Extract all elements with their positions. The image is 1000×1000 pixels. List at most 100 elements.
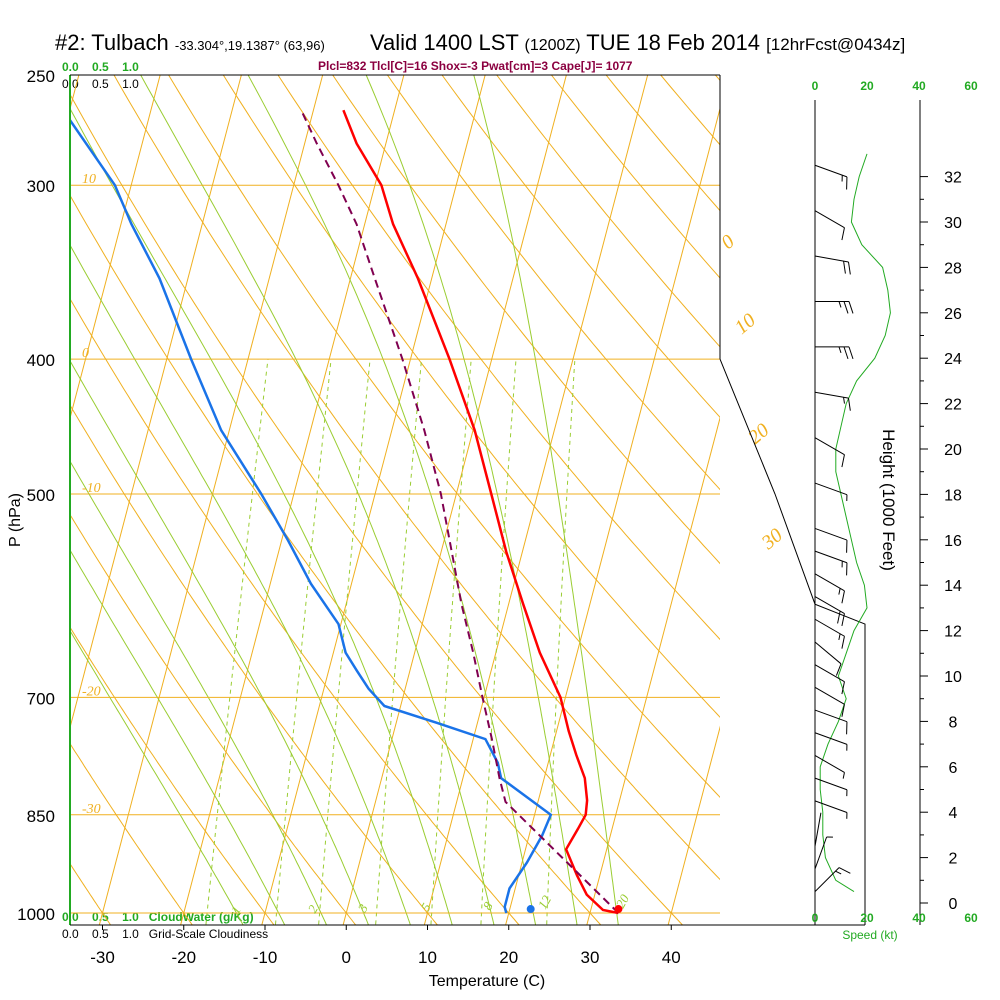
y-axis-title: P (hPa) [7,493,24,547]
wind-barb [814,732,848,751]
pressure-tick-label: 500 [27,486,55,505]
wind-barb [814,210,845,241]
dry-adiabat-line [332,75,720,565]
speed-tick-label-bottom: 40 [912,911,926,925]
isotherm-line [70,75,242,730]
speed-tick-label-top: 0 [812,79,819,93]
dry-adiabat-line [386,75,720,491]
pressure-tick-label: 400 [27,351,55,370]
wind-barb-flag [843,301,849,314]
cloudwater-scale-top: 0.0 0.5 1.0 [62,60,139,74]
wind-barb [814,641,842,676]
isotherm-label: 10 [82,172,96,187]
wind-barb-half-flag [838,301,842,308]
wind-barb-staff [814,641,842,665]
dry-adiabat-line [168,75,720,798]
wind-barb [814,437,845,468]
moist-adiabat-line [365,75,578,925]
dry-adiabat-line [660,75,720,146]
forecast-label: [12hrFcst@0434z] [766,35,906,54]
station-coords: -33.304°,19.1387° (63,96) [174,38,325,53]
wind-barb-flag [841,454,845,468]
wind-barb-staff [814,573,845,592]
height-tick-label: 2 [949,851,958,868]
wind-barb-staff [814,836,828,870]
isotherm-line [586,416,720,925]
isotherm-line [70,75,161,421]
height-tick-label: 16 [944,533,962,550]
wind-barb-staff [814,596,845,614]
pressure-tick-label: 250 [27,67,55,86]
temp-tick-label: -20 [171,948,196,967]
speed-tick-label-top: 20 [860,79,874,93]
height-tick-label: 26 [944,306,962,323]
mixing-ratio-line [480,359,517,925]
wind-barb-flag [841,227,845,241]
speed-tick-label-bottom: 20 [860,911,874,925]
dry-adiabat-line [550,75,720,279]
wind-barb-staff [814,482,848,496]
wind-barb-half-flag [843,397,845,404]
wind-barb [814,800,848,819]
wind-barb-half-flag [838,633,841,641]
temp-tick-label: 40 [662,948,681,967]
wind-barb-staff [814,527,848,541]
wind-barb [815,346,854,360]
valid-time: Valid 1400 LST [370,30,519,55]
dry-adiabat-line [70,404,439,925]
isotherm-line [743,0,1000,948]
pressure-tick-label: 1000 [17,905,55,924]
height-tick-label: 18 [944,487,962,504]
wind-barb-half-flag [838,346,842,354]
wind-barb-flag [835,663,842,676]
temperature-profile [342,109,619,915]
dry-adiabat-line [70,93,684,925]
wind-barb [814,573,845,604]
cloudiness-scale-top: 0.0 0.5 1.0 [62,77,139,91]
zulu-time: (1200Z) [524,37,581,54]
mixing-ratio-label: 1 [228,903,244,916]
isotherm-label: -10 [82,481,101,496]
mixing-ratio-line [430,359,472,925]
speed-tick-label-bottom: 60 [964,911,978,925]
height-tick-label: 8 [949,714,958,731]
wind-barb [814,618,845,649]
dry-adiabat-line [70,862,112,925]
temp-tick-label: -10 [253,948,278,967]
height-tick-label: 10 [944,669,962,686]
dry-adiabat-line [810,0,1000,948]
temp-tick-label: 20 [499,948,518,967]
height-axis-title: Height (1000 Feet) [879,429,898,571]
moist-adiabat-line [473,75,619,925]
pressure-tick-label: 300 [27,177,55,196]
wind-barb [814,686,845,717]
height-tick-label: 14 [944,578,962,595]
dewpoint-profile [70,117,553,914]
isotherm-line [825,0,1000,948]
dry-adiabat-line [222,75,720,718]
isotherm-line [180,75,405,925]
height-tick-label: 24 [944,351,962,368]
wind-barb [815,300,854,314]
isotherm-line [667,725,720,925]
parcel-profile [300,109,620,914]
wind-barb-staff [814,437,845,456]
wind-barb-flag [847,261,851,275]
wind-barb-staff [814,867,840,893]
moist-adiabat-line [70,244,411,925]
dry-adiabat-line [496,75,720,348]
pressure-tick-label: 850 [27,807,55,826]
height-tick-label: 28 [944,260,962,277]
temp-tick-label: 0 [342,948,351,967]
mixing-ratio-line [546,359,576,925]
height-tick-label: 12 [944,624,962,641]
surface-dewpoint-dot [526,905,535,914]
height-tick-label: 32 [944,170,962,187]
valid-date: TUE 18 Feb 2014 [586,30,760,55]
wind-barb [814,664,845,695]
wind-barb-flag [847,398,851,411]
wind-barb-staff [814,812,822,847]
dry-adiabat-line [70,297,520,925]
moist-adiabat-line [70,549,286,925]
